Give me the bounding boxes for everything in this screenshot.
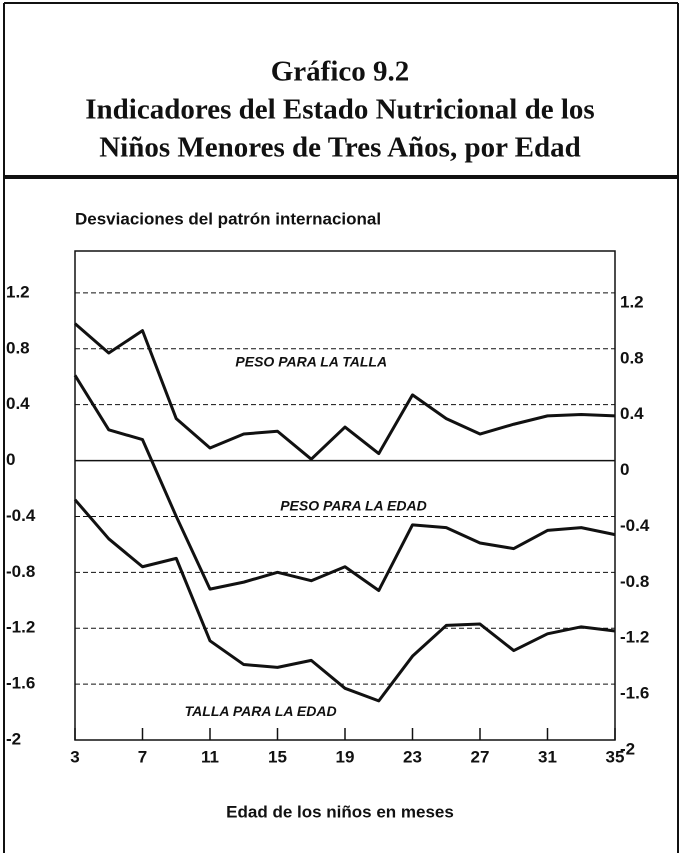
y-tick-label: 0 bbox=[6, 450, 15, 469]
y-tick-label: -0.4 bbox=[6, 506, 36, 525]
y2-tick-label: -1.6 bbox=[620, 684, 649, 703]
y2-tick-label: 0.8 bbox=[620, 348, 644, 367]
series-line bbox=[73, 374, 616, 593]
y2-tick-label: -1.2 bbox=[620, 628, 649, 647]
series-line bbox=[74, 322, 616, 461]
series-line bbox=[73, 498, 616, 703]
x-tick-label: 15 bbox=[268, 747, 287, 766]
series-label: PESO PARA LA EDAD bbox=[280, 497, 427, 513]
x-tick-label: 7 bbox=[138, 747, 147, 766]
y-tick-label: 0.4 bbox=[6, 394, 30, 413]
y-tick-label: 1.2 bbox=[6, 282, 30, 301]
y-tick-label: -0.8 bbox=[6, 562, 35, 581]
y2-tick-label: -2 bbox=[620, 739, 635, 758]
x-tick-label: 11 bbox=[201, 747, 219, 766]
y-tick-label: -1.2 bbox=[6, 618, 35, 637]
x-tick-label: 35 bbox=[606, 747, 625, 766]
series-label: PESO PARA LA TALLA bbox=[235, 353, 387, 369]
y-tick-label: -2 bbox=[6, 729, 21, 748]
y2-tick-label: 1.2 bbox=[620, 292, 644, 311]
x-tick-label: 31 bbox=[538, 747, 557, 766]
y2-tick-label: 0 bbox=[620, 460, 629, 479]
y-tick-label: -1.6 bbox=[6, 674, 35, 693]
chart-title: Indicadores del Estado Nutricional de lo… bbox=[85, 94, 594, 126]
x-axis-label: Edad de los niños en meses bbox=[226, 802, 454, 821]
series-label: TALLA PARA LA EDAD bbox=[185, 703, 337, 719]
x-tick-label: 23 bbox=[403, 747, 422, 766]
y-tick-label: 0.8 bbox=[6, 338, 30, 357]
y2-tick-label: 0.4 bbox=[620, 404, 644, 423]
plot-frame bbox=[74, 250, 616, 741]
y-axis-label: Desviaciones del patrón internacional bbox=[75, 209, 381, 228]
chart-title: Gráfico 9.2 bbox=[271, 56, 410, 88]
y2-tick-label: -0.8 bbox=[620, 572, 649, 591]
x-tick-label: 19 bbox=[336, 747, 355, 766]
y2-tick-label: -0.4 bbox=[620, 516, 650, 535]
x-tick-label: 3 bbox=[70, 747, 79, 766]
chart-title: Niños Menores de Tres Años, por Edad bbox=[99, 132, 581, 164]
x-tick-label: 27 bbox=[471, 747, 490, 766]
